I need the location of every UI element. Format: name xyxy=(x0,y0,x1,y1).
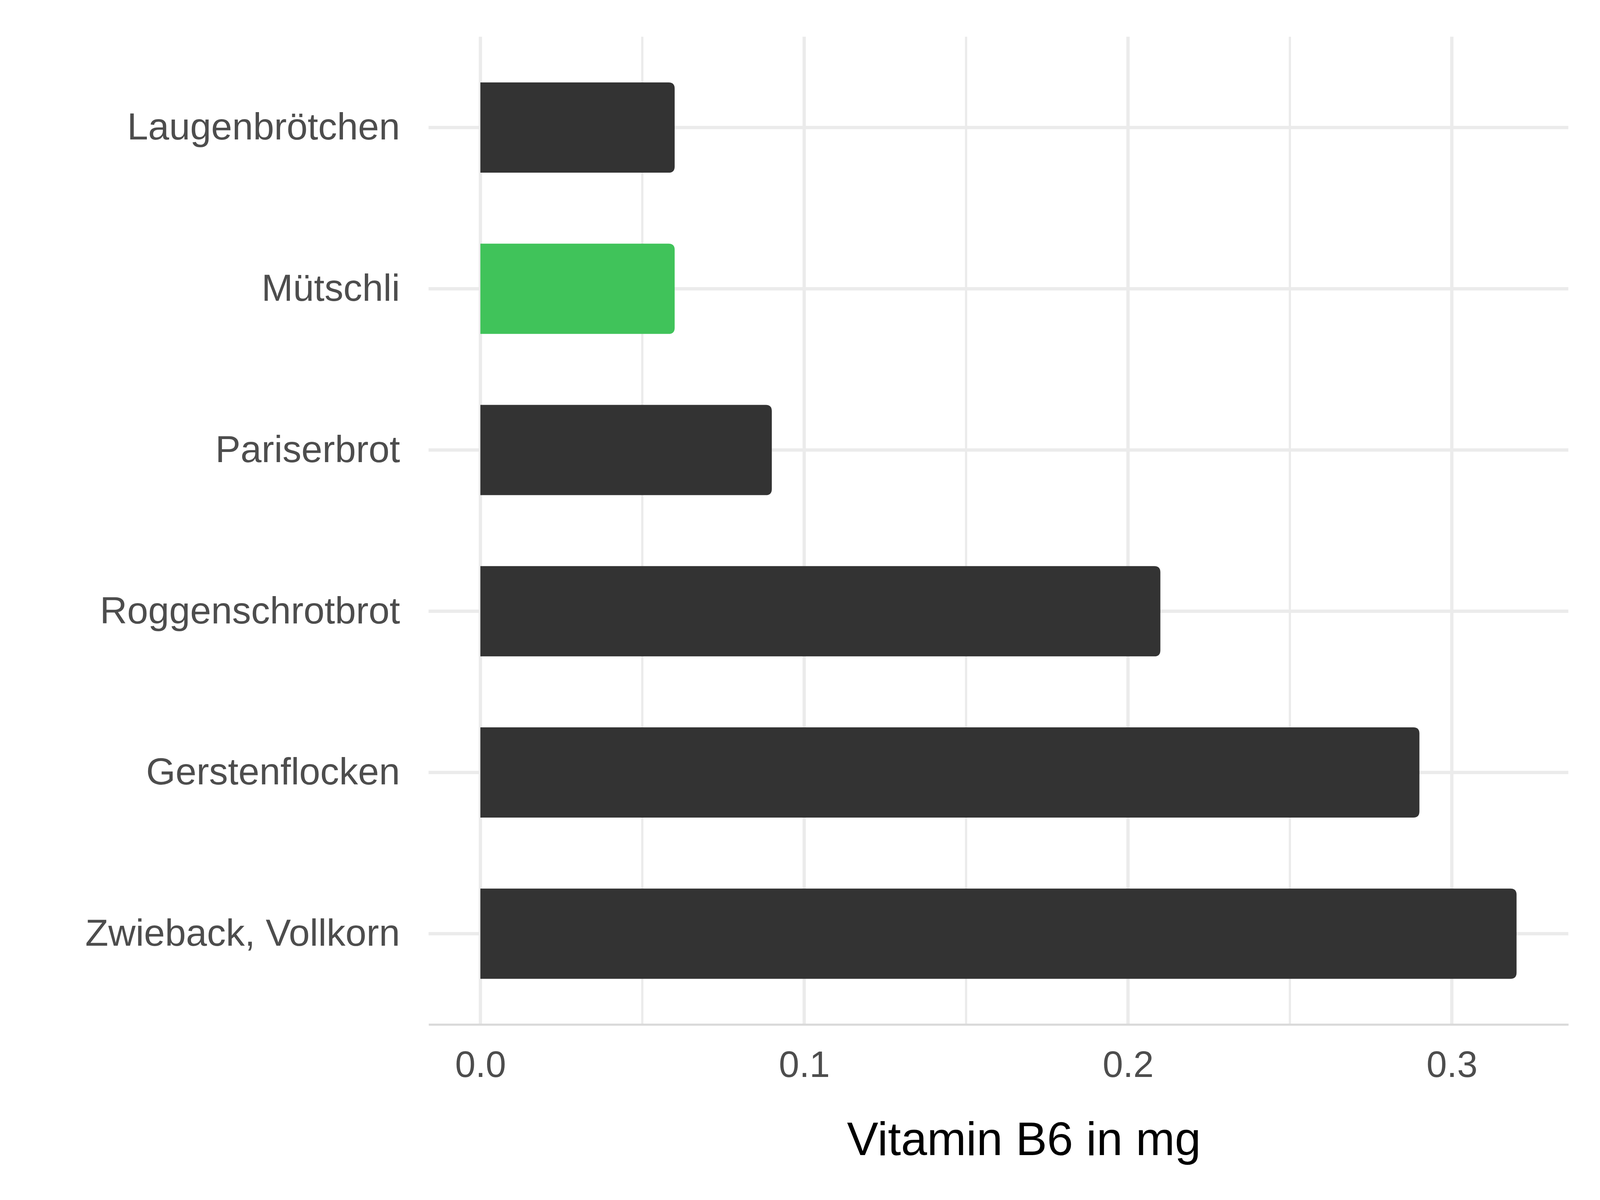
y-tick: Gerstenflocken xyxy=(146,750,429,793)
grid-line-x xyxy=(1126,36,1130,1025)
y-tick: Zwieback, Vollkorn xyxy=(85,911,429,954)
minor-grid-line xyxy=(1288,36,1292,1025)
x-tick-label: 0.0 xyxy=(455,1043,507,1085)
y-tick: Pariserbrot xyxy=(215,428,429,470)
bar xyxy=(480,727,1420,818)
x-tick: 0.2 xyxy=(1102,1024,1154,1086)
y-tick-label: Mütschli xyxy=(261,266,400,309)
minor-grid-line xyxy=(964,36,968,1025)
grid-line-x xyxy=(478,36,483,1025)
grid-line-x xyxy=(1450,36,1454,1025)
y-tick: Mütschli xyxy=(261,266,429,309)
x-tick: 0.0 xyxy=(455,1024,507,1086)
chart: 0.0 0.1 0.2 0.3 Laugenbrötchen Mütschli Parise… xyxy=(0,0,1600,1200)
y-tick-label: Roggenschrotbrot xyxy=(100,589,400,632)
bar xyxy=(480,404,772,495)
x-tick: 0.1 xyxy=(778,1024,831,1086)
y-tick: Roggenschrotbrot xyxy=(100,589,429,632)
y-tick-label: Pariserbrot xyxy=(215,428,400,470)
x-tick-label: 0.1 xyxy=(778,1043,831,1085)
minor-grid-line xyxy=(641,36,644,1025)
y-tick-label: Laugenbrötchen xyxy=(126,105,400,148)
x-axis-line xyxy=(428,1023,1569,1026)
x-axis: 0.0 0.1 0.2 0.3 xyxy=(428,1024,1569,1086)
bar xyxy=(480,243,675,334)
bar xyxy=(480,888,1517,979)
grid xyxy=(428,36,1569,1025)
x-tick-label: 0.2 xyxy=(1102,1043,1154,1085)
y-tick-label: Zwieback, Vollkorn xyxy=(85,911,400,954)
y-tick: Laugenbrötchen xyxy=(126,105,429,148)
y-axis-line xyxy=(428,47,429,1015)
grid-line-x xyxy=(802,36,806,1025)
x-tick-label: 0.3 xyxy=(1426,1043,1478,1085)
y-tick-label: Gerstenflocken xyxy=(146,750,400,793)
x-tick: 0.3 xyxy=(1426,1024,1478,1086)
bar xyxy=(480,82,675,173)
x-axis-title: Vitamin B6 in mg xyxy=(846,1112,1201,1165)
y-axis: Laugenbrötchen Mütschli Pariserbrot Roggens… xyxy=(85,47,429,1015)
bar xyxy=(480,566,1161,657)
bars xyxy=(480,82,1517,979)
